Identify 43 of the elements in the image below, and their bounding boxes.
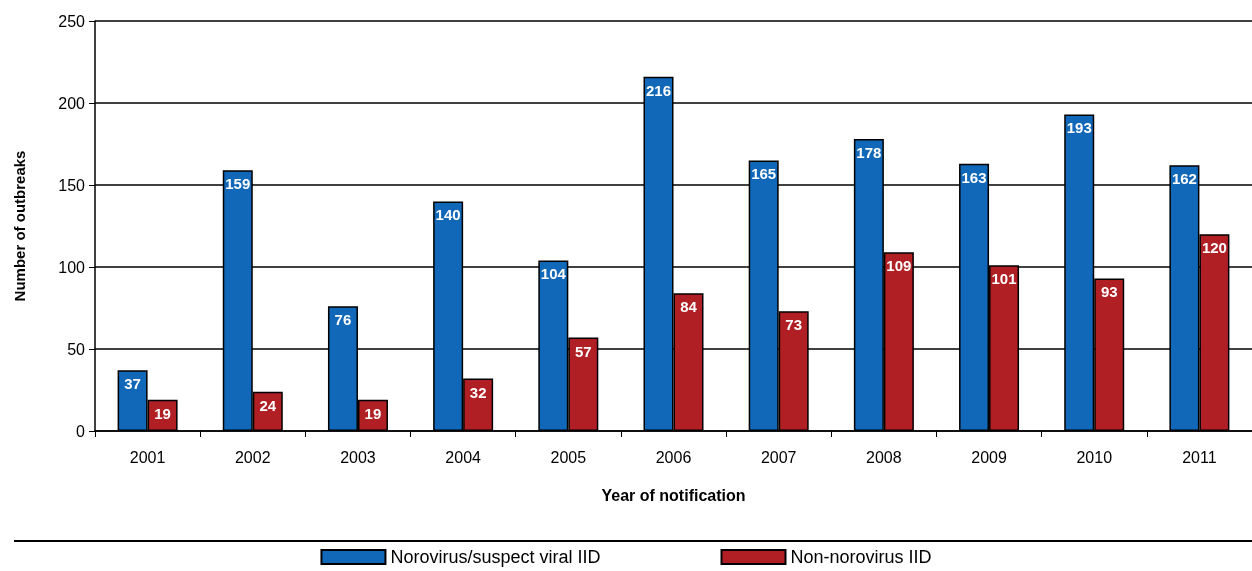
- data-label: 162: [1171, 170, 1197, 188]
- x-tick-label: 2001: [129, 448, 166, 466]
- data-label: 19: [154, 404, 171, 422]
- x-tick-label: 2002: [234, 448, 271, 466]
- x-tick-label: 2011: [1182, 448, 1217, 466]
- data-label: 165: [751, 165, 777, 183]
- x-tick-label: 2006: [655, 448, 692, 466]
- data-label: 76: [334, 311, 352, 329]
- data-label: 101: [991, 270, 1017, 288]
- y-tick-label: 150: [58, 176, 86, 194]
- y-tick-label: 100: [58, 258, 86, 276]
- x-axis-title: Year of notification: [601, 486, 746, 504]
- data-label: 32: [469, 383, 487, 401]
- x-tick-label: 2005: [550, 448, 587, 466]
- data-label: 159: [225, 175, 251, 193]
- x-tick-label: 2004: [445, 448, 482, 466]
- legend-label: Non-norovirus IID: [790, 547, 932, 567]
- data-label: 163: [961, 168, 987, 186]
- y-tick-label: 0: [76, 422, 86, 440]
- data-label: 57: [574, 342, 592, 360]
- data-label: 24: [259, 396, 277, 414]
- data-label: 19: [364, 404, 382, 422]
- y-tick-label: 200: [58, 94, 86, 112]
- y-tick-label: 250: [58, 12, 86, 30]
- data-label: 37: [124, 375, 141, 393]
- data-label: 93: [1100, 283, 1118, 301]
- data-label: 84: [680, 298, 698, 316]
- data-label: 104: [540, 265, 567, 283]
- y-axis-title: Number of outbreaks: [11, 150, 28, 302]
- y-tick-label: 50: [67, 340, 86, 358]
- data-label: 216: [645, 81, 672, 99]
- x-tick-label: 2008: [866, 448, 902, 466]
- data-label: 140: [435, 206, 461, 224]
- data-label: 193: [1066, 119, 1092, 137]
- x-tick-label: 2007: [760, 448, 797, 466]
- x-tick-label: 2003: [340, 448, 376, 466]
- data-label: 109: [886, 257, 912, 275]
- x-tick-label: 2009: [971, 448, 1007, 466]
- x-tick-label: 2010: [1076, 448, 1113, 466]
- legend-label: Norovirus/suspect viral IID: [390, 547, 601, 567]
- data-label: 73: [785, 316, 803, 334]
- data-label: 120: [1201, 239, 1227, 257]
- data-label: 178: [856, 144, 882, 162]
